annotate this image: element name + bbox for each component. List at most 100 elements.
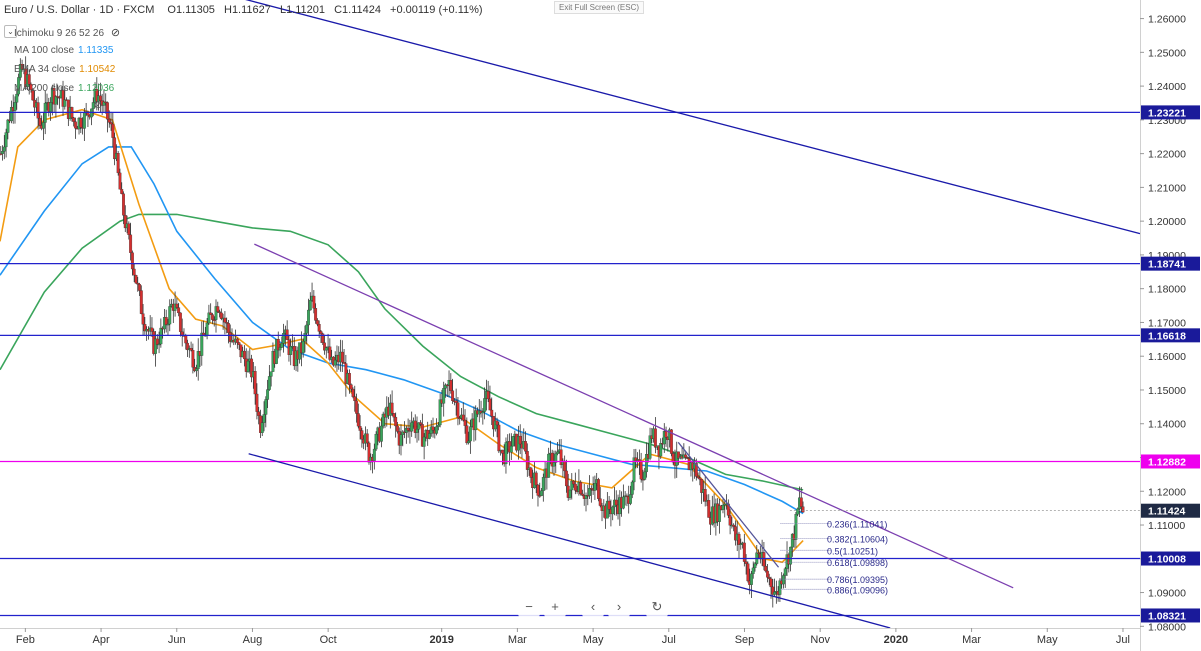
candle-body [645,454,648,473]
candle-body [605,500,609,519]
candle-body [534,472,538,486]
candle-body [235,338,239,343]
candle-body [737,533,741,545]
indicator-ichimoku[interactable]: Ichimoku 9 26 52 26 ⊘ [14,26,120,39]
candle-body [315,320,319,325]
candle-body [200,332,204,356]
candle-body [189,348,193,351]
candle-body [15,93,19,103]
candle-body [120,189,124,194]
candle-body [262,414,266,423]
indicator-ma100[interactable]: MA 100 close 1.11335 [14,45,113,56]
candle-body [552,462,556,467]
candle-body [13,102,17,111]
candle-body [570,480,574,491]
indicator-ma200[interactable]: MA 200 close 1.12036 [14,83,114,94]
y-tick-label: 1.16000 [1148,351,1186,363]
candle-body [541,477,545,491]
candle-body [790,533,794,548]
candle-body [422,436,426,447]
candle-body [420,424,424,447]
candle-body [381,413,385,427]
trendline [254,243,1014,589]
candle-body [744,561,748,564]
candle-body [634,457,638,461]
candle-body [696,476,700,479]
candle-body [207,312,211,324]
eye-hidden-icon[interactable]: ⊘ [94,100,103,111]
candle-body [267,376,271,390]
candle-body [328,346,332,360]
y-tick-label: 1.21000 [1148,182,1186,194]
candle-body [42,122,45,129]
candle-body [154,338,157,354]
candle-body [374,433,378,450]
zoom-in-button[interactable]: + [544,597,566,617]
candle-body [308,300,312,311]
candle-body [218,311,222,314]
y-tick-label: 1.26000 [1148,14,1186,26]
candle-body [536,484,540,496]
scroll-left-button[interactable]: ‹ [582,597,604,617]
indicator-ema34[interactable]: EMA 34 close 1.10542 [14,64,115,75]
candle-body [454,400,458,403]
candle-body [82,112,86,129]
indicator-label: Ichimoku 9 26 52 26 [14,28,105,39]
candle-body [116,153,120,174]
candle-body [573,483,577,491]
candle-body [588,488,592,496]
candle-body [168,306,172,325]
candle-body [321,333,325,343]
candle-body [305,324,309,334]
candle-body [525,451,529,470]
y-tick-label: 1.17000 [1148,317,1186,329]
candle-body [728,515,732,526]
candle-body [164,317,168,326]
scroll-right-button[interactable]: › [608,597,630,617]
candle-body [27,74,31,85]
candle-body [130,252,134,270]
candle-body [449,380,453,391]
candle-body [394,416,398,427]
candle-body [461,414,465,421]
candle-body [746,563,750,582]
candle-body [554,453,558,463]
candle-body [435,426,439,434]
level-price-tag [1141,328,1200,343]
candle-body [406,427,410,431]
trendline [245,0,1141,235]
candle-body [621,496,625,509]
symbol-title[interactable]: Euro / U.S. Dollar · 1D · FXCM [4,4,155,16]
exit-fullscreen-button[interactable]: Exit Full Screen (ESC) [554,1,645,14]
candle-body [751,567,755,574]
candle-body [79,117,83,128]
x-tick-label: Mar [962,634,981,646]
candle-body [584,495,588,499]
eye-hidden-icon[interactable]: ⊘ [110,27,121,39]
close-value: C1.11424 [334,4,381,16]
collapse-legend-icon[interactable]: ⌄ [4,25,17,38]
candle-body [639,461,643,480]
candle-body [766,570,769,578]
x-tick-label: Nov [810,634,830,646]
candle-body [351,389,355,397]
candle-body [442,388,446,404]
candle-body [773,591,777,595]
candle-body [260,422,264,433]
fib-level-label: 0.236(1.11041) [827,520,887,530]
candle-body [511,436,515,447]
candle-body [757,552,761,554]
x-tick-label: Feb [16,634,35,646]
candle-body [630,481,634,495]
zoom-out-button[interactable]: − [518,597,540,617]
candle-body [20,64,24,70]
candle-body [717,505,721,522]
x-tick-label: May [1037,634,1058,646]
reset-chart-button[interactable]: ↻ [646,597,668,617]
y-tick-label: 1.25000 [1148,47,1186,59]
candle-body [417,422,421,430]
candle-body [31,89,35,101]
candle-body [72,117,76,122]
current-price-tag [1141,503,1200,518]
